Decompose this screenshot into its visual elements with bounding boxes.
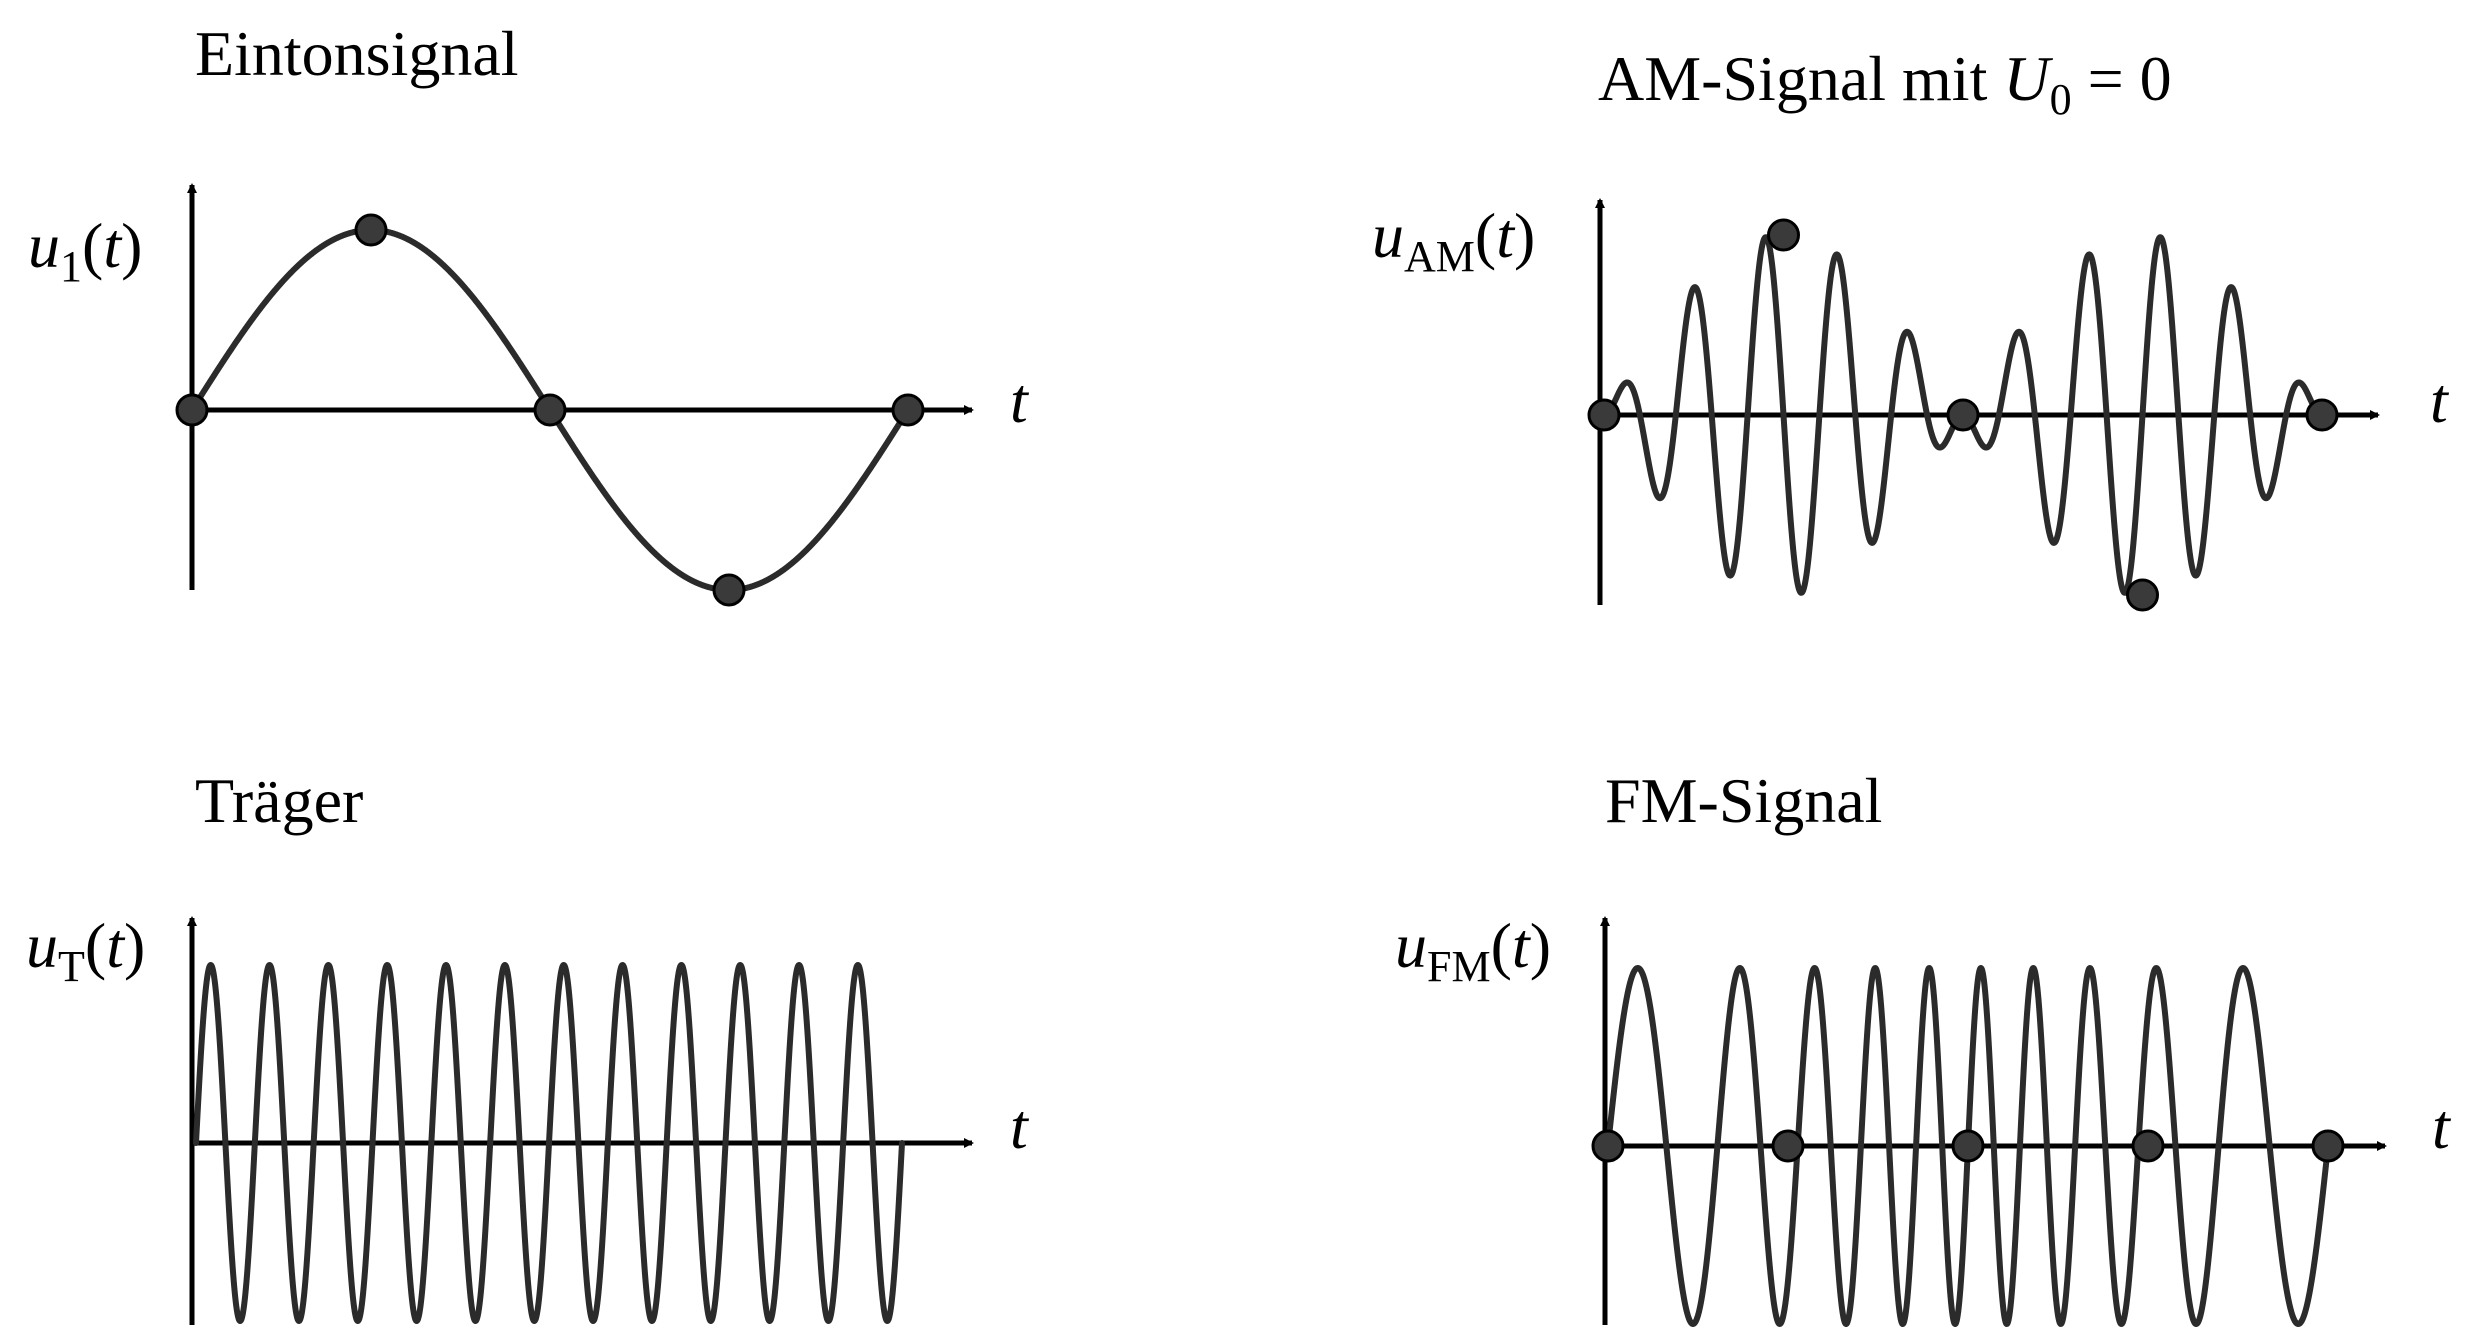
- sample-marker-fm-4: [2311, 1129, 2345, 1163]
- y-label-open: (: [82, 210, 103, 281]
- x-axis-label-t: t: [2430, 365, 2450, 436]
- sample-marker-eintonsignal-0: [175, 393, 209, 427]
- sample-marker-fm-1: [1771, 1129, 1805, 1163]
- y-axis-label-ut: uT(t): [26, 910, 145, 991]
- y-label-sub: FM: [1427, 942, 1491, 991]
- sample-marker-am-0: [1587, 398, 1621, 432]
- am-title-var: U: [2003, 43, 2053, 114]
- sample-marker-fm-0: [1591, 1129, 1625, 1163]
- y-axis-label-uam: uAM(t): [1372, 200, 1535, 281]
- y-label-var: u: [1372, 200, 1404, 271]
- y-label-close: ): [1514, 200, 1535, 271]
- sample-marker-am-3: [2126, 578, 2159, 612]
- y-label-close: ): [1530, 910, 1551, 981]
- plot-area-traeger: [193, 962, 905, 1324]
- x-axis-label-t: t: [1010, 365, 1030, 436]
- y-label-var: u: [1395, 910, 1427, 981]
- panel-traeger: Träger uT(t) t: [26, 765, 1030, 1325]
- y-label-arg: t: [1496, 200, 1516, 271]
- y-axis-label-u1: u1(t): [28, 210, 142, 291]
- sample-marker-am-1: [1767, 218, 1800, 252]
- sample-marker-am-2: [1946, 398, 1980, 432]
- x-axis-label-t: t: [2432, 1091, 2452, 1162]
- y-label-sub: T: [58, 942, 85, 991]
- panel-eintonsignal: Eintonsignal u1(t) t: [28, 18, 1030, 607]
- am-title-tail: = 0: [2072, 43, 2172, 114]
- y-label-open: (: [1491, 910, 1512, 981]
- y-label-open: (: [85, 910, 106, 981]
- y-label-var: u: [28, 210, 60, 281]
- panel-title-eintonsignal: Eintonsignal: [195, 18, 519, 89]
- y-label-arg: t: [1512, 910, 1532, 981]
- am-title-main: AM-Signal mit: [1598, 43, 2003, 114]
- y-label-arg: t: [103, 210, 123, 281]
- y-label-var: u: [26, 910, 58, 981]
- sample-marker-fm-3: [2131, 1129, 2165, 1163]
- panel-title-am: AM-Signal mit U0 = 0: [1598, 43, 2172, 124]
- panel-am-signal: AM-Signal mit U0 = 0 uAM(t) t: [1372, 43, 2450, 612]
- plot-area-fm: [1591, 965, 2345, 1327]
- y-label-close: ): [121, 210, 142, 281]
- am-title-sub: 0: [2050, 75, 2072, 124]
- waveform-traeger: [193, 962, 905, 1324]
- panel-title-fm: FM-Signal: [1605, 765, 1882, 836]
- x-axis-label-t: t: [1010, 1091, 1030, 1162]
- y-label-open: (: [1475, 200, 1496, 271]
- panel-fm-signal: FM-Signal uFM(t) t: [1395, 765, 2452, 1327]
- plot-area-eintonsignal: [175, 213, 925, 607]
- sample-marker-eintonsignal-1: [354, 213, 388, 247]
- y-label-arg: t: [106, 910, 126, 981]
- sample-marker-am-4: [2305, 398, 2339, 432]
- y-label-close: ): [124, 910, 145, 981]
- panel-title-traeger: Träger: [195, 765, 363, 836]
- plot-area-am: [1587, 218, 2339, 612]
- sample-marker-fm-2: [1951, 1129, 1985, 1163]
- sample-marker-eintonsignal-2: [533, 393, 567, 427]
- y-axis-label-ufm: uFM(t): [1395, 910, 1551, 991]
- sample-marker-eintonsignal-3: [712, 573, 746, 607]
- y-label-sub: AM: [1404, 232, 1475, 281]
- y-label-sub: 1: [60, 242, 82, 291]
- sample-marker-eintonsignal-4: [891, 393, 925, 427]
